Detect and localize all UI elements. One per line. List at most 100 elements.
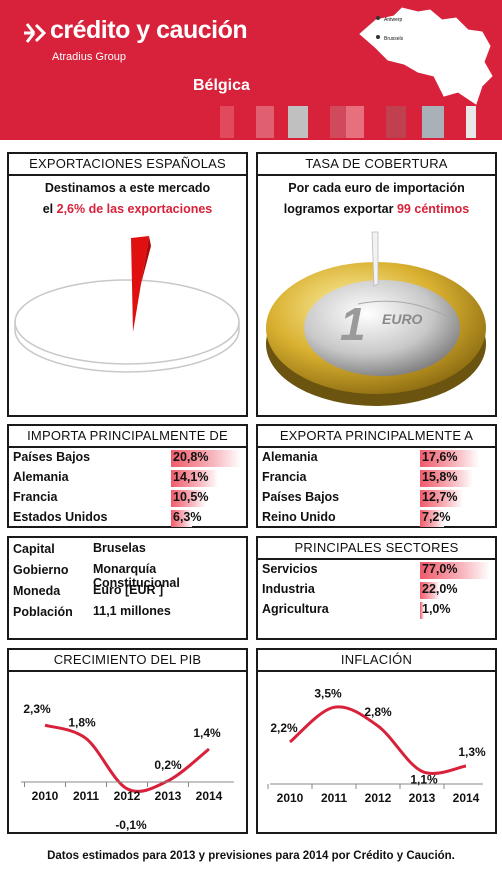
- sectores-panel: PRINCIPALES SECTORES Servicios 77,0% Indus…: [256, 536, 497, 640]
- x-tick-label: 2010: [277, 791, 304, 805]
- row-value: 77,0%: [422, 562, 458, 576]
- header-color-stripes: [220, 106, 476, 138]
- exporta-panel: EXPORTA PRINCIPALMENTE A Alemania 17,6% Fr…: [256, 424, 497, 528]
- row-label: Reino Unido: [262, 510, 336, 524]
- x-tick-label: 2014: [453, 791, 480, 805]
- info-value: Monarquía Constitucional: [93, 562, 180, 590]
- svg-text:1: 1: [340, 298, 366, 350]
- brand-arrow-icon: [24, 23, 47, 43]
- header-banner: crédito y caución Atradius Group Bélgica…: [0, 0, 502, 140]
- sectores-title: PRINCIPALES SECTORES: [258, 538, 495, 560]
- x-tick-label: 2011: [73, 789, 99, 803]
- header-stripe: [234, 106, 256, 138]
- importa-panel: IMPORTA PRINCIPALMENTE DE Países Bajos 20…: [7, 424, 248, 528]
- info-row: Gobierno Monarquía Constitucional: [9, 562, 246, 590]
- x-tick-label: 2011: [321, 791, 347, 805]
- row-label: Francia: [262, 470, 307, 484]
- bar-row: Francia 15,8%: [258, 469, 495, 489]
- exportaciones-panel: EXPORTACIONES ESPAÑOLAS Destinamos a est…: [7, 152, 248, 417]
- row-label: Alemania: [262, 450, 318, 464]
- header-stripe: [386, 106, 406, 138]
- info-value: 11,1 millones: [93, 604, 171, 618]
- row-value: 22,0%: [422, 582, 458, 596]
- x-tick-label: 2013: [155, 789, 182, 803]
- x-tick-label: 2013: [409, 791, 436, 805]
- country-title: Bélgica: [193, 77, 250, 94]
- header-stripe: [308, 106, 330, 138]
- data-label: -0,1%: [115, 818, 147, 832]
- header-stripe: [422, 106, 444, 138]
- pib-line-chart: 2010 2011 2012 2013 2014 2,3% 1,8% -0,1% 0,2% 1,4…: [21, 702, 234, 832]
- bar-row: Estados Unidos 6,3%: [9, 509, 246, 529]
- row-label: Francia: [13, 490, 58, 504]
- inflacion-line-chart: 2010 2011 2012 2013 2014 2,2% 3,5% 2,8% 1,1% 1,3%: [267, 686, 486, 805]
- data-label: 2,2%: [270, 721, 298, 735]
- x-tick-label: 2012: [114, 789, 141, 803]
- data-label: 2,3%: [23, 702, 51, 716]
- info-label: Moneda: [13, 584, 61, 598]
- row-value: 12,7%: [422, 490, 458, 504]
- data-label: 0,2%: [154, 758, 182, 772]
- importa-title: IMPORTA PRINCIPALMENTE DE: [9, 426, 246, 448]
- row-label: Servicios: [262, 562, 318, 576]
- row-label: Estados Unidos: [13, 510, 108, 524]
- bar-row: Países Bajos 12,7%: [258, 489, 495, 509]
- bar-row: Servicios 77,0%: [258, 561, 495, 581]
- row-value: 1,0%: [422, 602, 451, 616]
- row-bar: [420, 562, 490, 579]
- row-value: 20,8%: [173, 450, 209, 464]
- row-value: 10,5%: [173, 490, 209, 504]
- exportaciones-line2: el 2,6% de las exportaciones: [42, 202, 213, 216]
- bar-row: Alemania 14,1%: [9, 469, 246, 489]
- header-stripe: [364, 106, 386, 138]
- exportaciones-pie-chart: [14, 236, 240, 373]
- data-label: 1,8%: [68, 715, 96, 729]
- row-label: Industria: [262, 582, 315, 596]
- row-value: 14,1%: [173, 470, 209, 484]
- row-bar: [420, 582, 440, 599]
- svg-text:EURO: EURO: [382, 311, 423, 327]
- header-stripe: [274, 106, 288, 138]
- cobertura-line2: logramos exportar 99 céntimos: [283, 202, 470, 216]
- info-row: Moneda Euro [EUR ]: [9, 583, 246, 603]
- bar-row: Industria 22,0%: [258, 581, 495, 601]
- row-bar: [171, 470, 219, 487]
- header-stripe: [466, 106, 476, 138]
- row-label: Agricultura: [262, 602, 329, 616]
- bar-row: Alemania 17,6%: [258, 449, 495, 469]
- row-bar: [171, 510, 193, 527]
- row-bar: [171, 490, 207, 507]
- cobertura-indicator: [371, 231, 379, 287]
- cobertura-panel: TASA DE COBERTURA Por cada euro de impor…: [256, 152, 497, 417]
- row-bar: [171, 450, 241, 467]
- series-line: [289, 705, 467, 775]
- header-stripe: [346, 106, 364, 138]
- pib-panel: CRECIMIENTO DEL PIB 2010 2011 2012 2013 2014…: [7, 648, 248, 834]
- brand-name: crédito y caución: [50, 16, 248, 44]
- data-label: 1,3%: [458, 745, 486, 759]
- x-tick-label: 2010: [32, 789, 59, 803]
- map-city-2: Brussels: [384, 36, 404, 42]
- footer-note: Datos estimados para 2013 y previsiones …: [47, 850, 455, 862]
- exportaciones-title: EXPORTACIONES ESPAÑOLAS: [9, 154, 246, 176]
- info-row: Población 11,1 millones: [9, 604, 246, 624]
- bar-row: Francia 10,5%: [9, 489, 246, 509]
- exportaciones-line1: Destinamos a este mercado: [44, 181, 211, 195]
- exporta-title: EXPORTA PRINCIPALMENTE A: [258, 426, 495, 448]
- info-label: Población: [13, 605, 73, 619]
- row-label: Alemania: [13, 470, 69, 484]
- data-label: 3,5%: [314, 686, 342, 700]
- x-tick-label: 2014: [196, 789, 223, 803]
- data-label: 1,4%: [193, 726, 221, 740]
- header-stripe: [330, 106, 346, 138]
- row-value: 15,8%: [422, 470, 458, 484]
- row-label: Países Bajos: [13, 450, 91, 464]
- bar-row: Agricultura 1,0%: [258, 601, 495, 621]
- row-bar: [420, 470, 474, 487]
- header-stripe: [288, 106, 308, 138]
- info-value: Bruselas: [93, 541, 146, 555]
- row-value: 6,3%: [173, 510, 202, 524]
- map-city-1: Antwerp: [384, 17, 403, 23]
- row-value: 17,6%: [422, 450, 458, 464]
- belgium-map: Antwerp Brussels: [359, 7, 493, 105]
